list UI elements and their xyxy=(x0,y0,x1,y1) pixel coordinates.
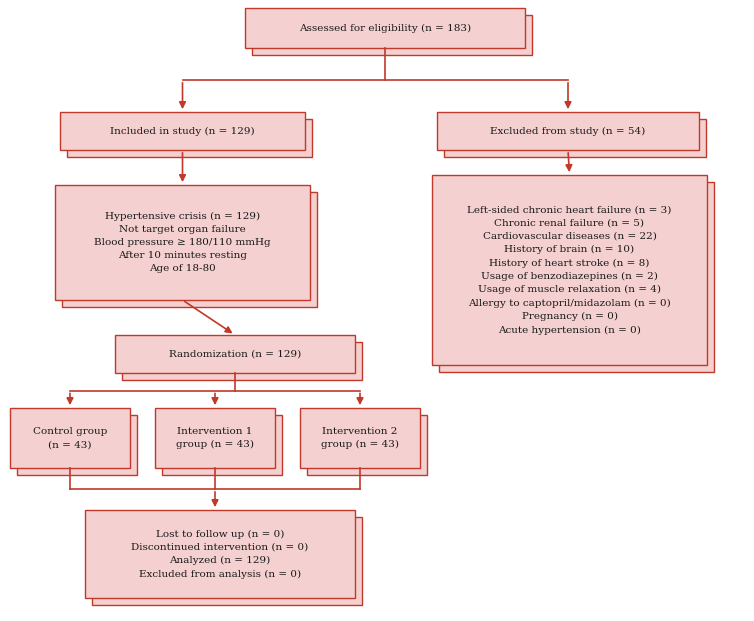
FancyBboxPatch shape xyxy=(162,415,282,475)
FancyBboxPatch shape xyxy=(307,415,427,475)
FancyBboxPatch shape xyxy=(252,15,532,55)
FancyBboxPatch shape xyxy=(55,185,310,300)
Text: Control group
(n = 43): Control group (n = 43) xyxy=(33,427,107,449)
FancyBboxPatch shape xyxy=(432,175,707,365)
FancyBboxPatch shape xyxy=(439,182,714,372)
Text: Left-sided chronic heart failure (n = 3)
Chronic renal failure (n = 5)
Cardiovas: Left-sided chronic heart failure (n = 3)… xyxy=(467,206,672,335)
Text: Included in study (n = 129): Included in study (n = 129) xyxy=(110,127,255,135)
FancyBboxPatch shape xyxy=(444,119,706,157)
Text: Intervention 1
group (n = 43): Intervention 1 group (n = 43) xyxy=(176,427,254,449)
Text: Assessed for eligibility (n = 183): Assessed for eligibility (n = 183) xyxy=(299,24,471,32)
FancyBboxPatch shape xyxy=(122,342,362,380)
FancyBboxPatch shape xyxy=(92,517,362,605)
Text: Hypertensive crisis (n = 129)
Not target organ failure
Blood pressure ≥ 180/110 : Hypertensive crisis (n = 129) Not target… xyxy=(94,212,271,273)
Text: Randomization (n = 129): Randomization (n = 129) xyxy=(169,350,301,358)
FancyBboxPatch shape xyxy=(300,408,420,468)
Text: Lost to follow up (n = 0)
Discontinued intervention (n = 0)
Analyzed (n = 129)
E: Lost to follow up (n = 0) Discontinued i… xyxy=(131,530,308,579)
FancyBboxPatch shape xyxy=(437,112,699,150)
FancyBboxPatch shape xyxy=(60,112,305,150)
FancyBboxPatch shape xyxy=(10,408,130,468)
FancyBboxPatch shape xyxy=(85,510,355,598)
Text: Excluded from study (n = 54): Excluded from study (n = 54) xyxy=(490,127,645,135)
FancyBboxPatch shape xyxy=(62,192,317,307)
Text: Intervention 2
group (n = 43): Intervention 2 group (n = 43) xyxy=(321,427,399,449)
FancyBboxPatch shape xyxy=(17,415,137,475)
FancyBboxPatch shape xyxy=(155,408,275,468)
FancyBboxPatch shape xyxy=(115,335,355,373)
FancyBboxPatch shape xyxy=(67,119,312,157)
FancyBboxPatch shape xyxy=(245,8,525,48)
